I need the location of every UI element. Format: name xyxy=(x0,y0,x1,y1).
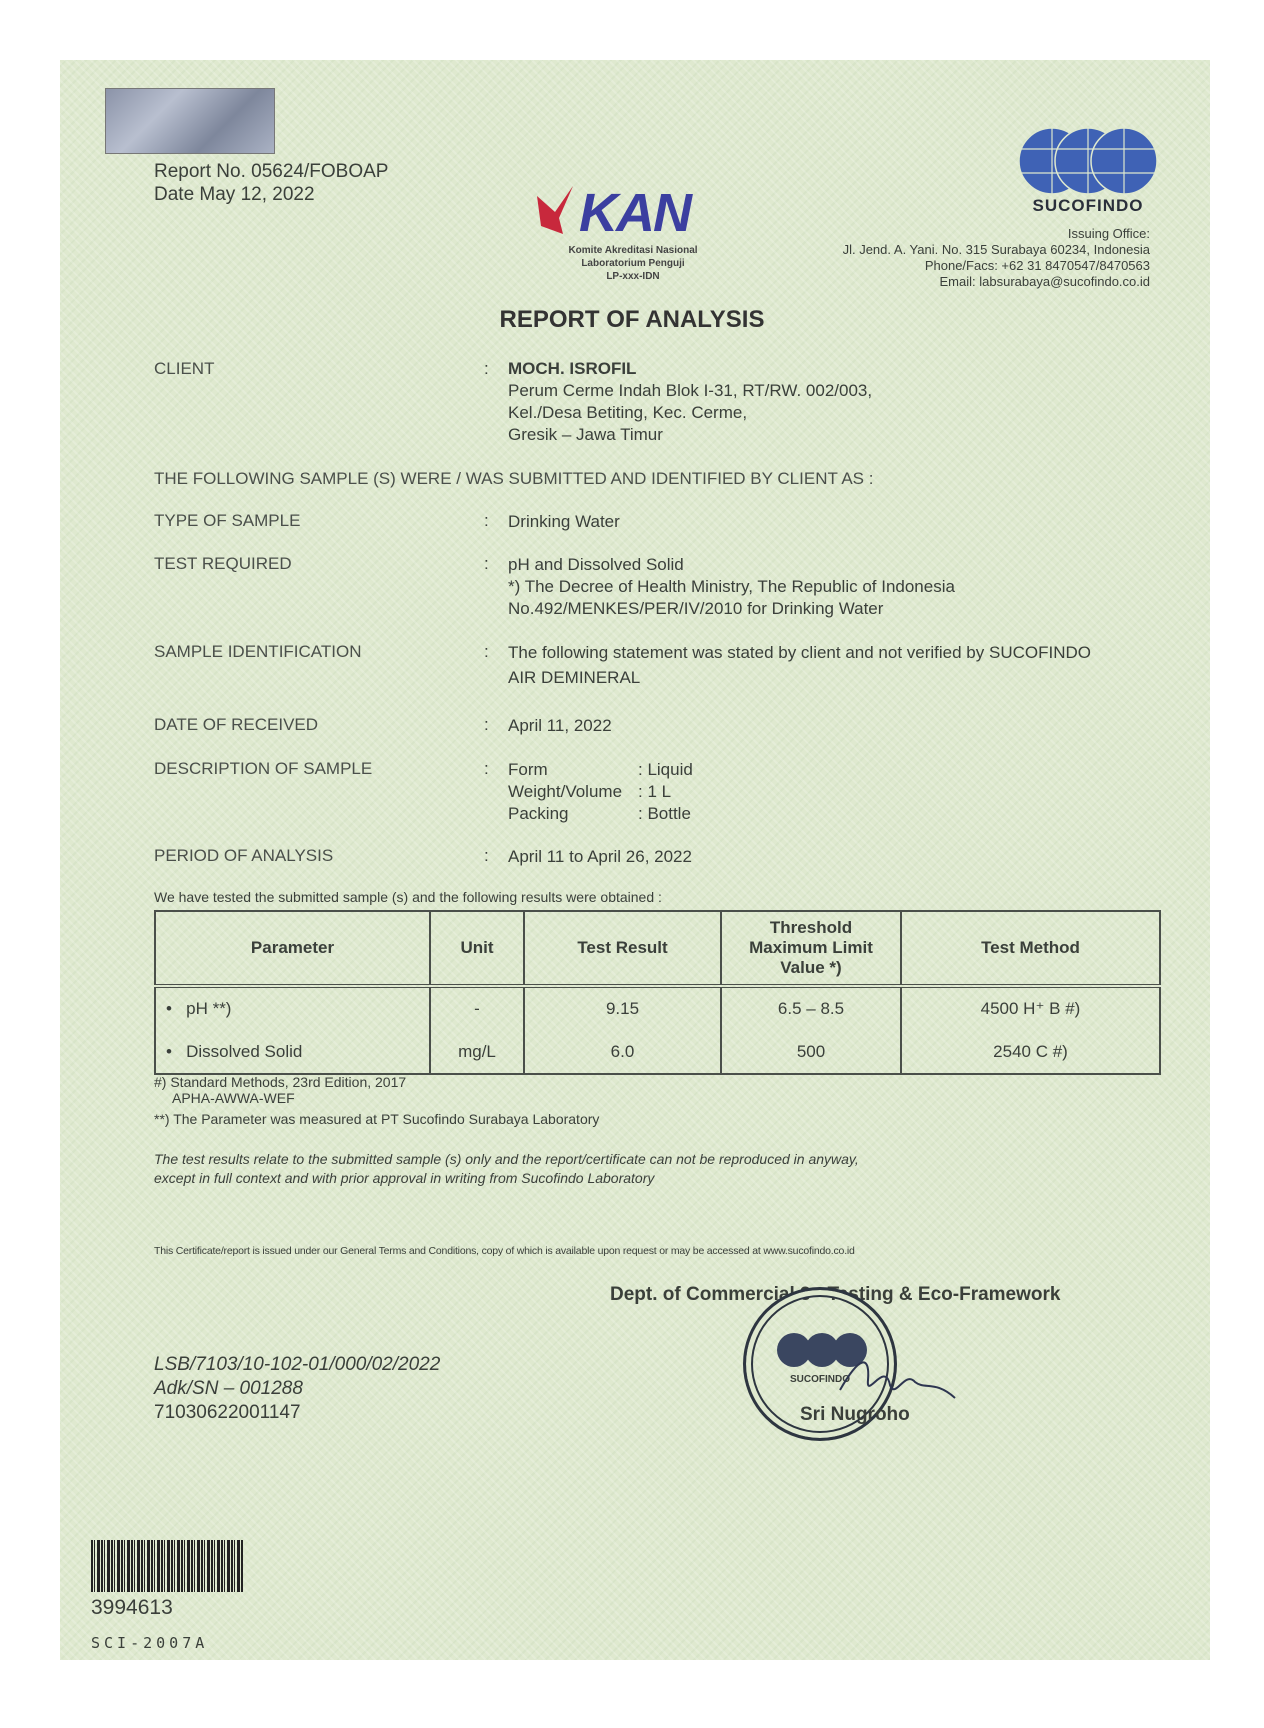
client-label: CLIENT xyxy=(154,359,215,378)
reference-numbers: LSB/7103/10-102-01/000/02/2022 Adk/SN – 0… xyxy=(154,1354,441,1423)
header-parameter: Parameter xyxy=(154,910,431,988)
header-unit: Unit xyxy=(429,910,525,988)
ident-label: SAMPLE IDENTIFICATION xyxy=(154,642,362,661)
result-cell: 9.15 xyxy=(523,986,722,1030)
issuing-office: Issuing Office: Jl. Jend. A. Yani. No. 31… xyxy=(842,226,1150,289)
sucofindo-wordmark: SUCOFINDO xyxy=(1032,196,1144,215)
submission-intro: THE FOLLOWING SAMPLE (S) WERE / WAS SUBM… xyxy=(154,469,874,488)
barcode-number: 3994613 xyxy=(91,1596,173,1619)
page-title: REPORT OF ANALYSIS xyxy=(499,306,765,333)
header-threshold: Threshold Maximum Limit Value *) xyxy=(720,910,902,988)
desc-value: Form: Liquid Weight/Volume: 1 L Packing:… xyxy=(508,760,693,823)
signatory-name: Sri Nugroho xyxy=(800,1404,910,1425)
ident-value: The following statement was stated by cl… xyxy=(508,643,1091,687)
kan-logo: KAN xyxy=(533,182,733,243)
desc-label: DESCRIPTION OF SAMPLE xyxy=(154,759,373,778)
colon: : xyxy=(484,554,489,573)
barcode xyxy=(91,1540,243,1592)
date-value: April 11, 2022 xyxy=(508,716,612,735)
header-test-result: Test Result xyxy=(523,910,722,988)
table-row: • pH **) - 9.15 6.5 – 8.5 4500 H⁺ B #) xyxy=(154,986,1161,1030)
period-label: PERIOD OF ANALYSIS xyxy=(154,846,334,865)
hologram-seal xyxy=(105,88,275,154)
report-number: Report No. 05624/FOBOAP xyxy=(154,161,389,182)
client-value: MOCH. ISROFIL Perum Cerme Indah Blok I-31… xyxy=(508,359,873,444)
report-paper xyxy=(60,60,1210,1660)
footnotes: #) Standard Methods, 23rd Edition, 2017 A… xyxy=(154,1074,600,1127)
colon: : xyxy=(484,759,489,778)
disclaimer: The test results relate to the submitted… xyxy=(154,1151,859,1186)
company-stamp: SUCOFINDO xyxy=(743,1287,897,1441)
results-intro: We have tested the submitted sample (s) … xyxy=(154,889,662,905)
results-table: Parameter Unit Test Result Threshold Max… xyxy=(154,910,1161,1075)
report-date: Date May 12, 2022 xyxy=(154,184,315,205)
type-label: TYPE OF SAMPLE xyxy=(154,511,301,530)
kan-bird-icon xyxy=(537,186,573,234)
kan-caption: Komite Akreditasi Nasional Laboratorium P… xyxy=(568,245,698,282)
table-header: Parameter Unit Test Result Threshold Max… xyxy=(154,910,1161,988)
form-code: SCI-2007A xyxy=(91,1634,209,1652)
sucofindo-globe-logo xyxy=(1018,127,1158,195)
header-test-method: Test Method xyxy=(900,910,1161,988)
test-value: pH and Dissolved Solid *) The Decree of H… xyxy=(508,555,955,618)
colon: : xyxy=(484,359,489,378)
colon: : xyxy=(484,846,489,865)
signature-scribble xyxy=(839,1361,956,1399)
period-value: April 11 to April 26, 2022 xyxy=(508,847,692,866)
threshold-cell: 6.5 – 8.5 xyxy=(720,986,902,1030)
method-cell: 2540 C #) xyxy=(900,1030,1161,1075)
colon: : xyxy=(484,642,489,661)
terms-note: This Certificate/report is issued under … xyxy=(154,1245,855,1257)
type-value: Drinking Water xyxy=(508,512,620,531)
parameter-cell: • Dissolved Solid xyxy=(154,1030,431,1075)
unit-cell: mg/L xyxy=(429,1030,525,1075)
parameter-cell: • pH **) xyxy=(154,986,431,1030)
colon: : xyxy=(484,715,489,734)
colon: : xyxy=(484,511,489,530)
result-cell: 6.0 xyxy=(523,1030,722,1075)
unit-cell: - xyxy=(429,986,525,1030)
threshold-cell: 500 xyxy=(720,1030,902,1075)
table-row: • Dissolved Solid mg/L 6.0 500 2540 C #) xyxy=(154,1030,1161,1075)
stamp-globe-icon xyxy=(777,1333,867,1367)
method-cell: 4500 H⁺ B #) xyxy=(900,986,1161,1030)
date-label: DATE OF RECEIVED xyxy=(154,715,319,734)
test-label: TEST REQUIRED xyxy=(154,554,292,573)
